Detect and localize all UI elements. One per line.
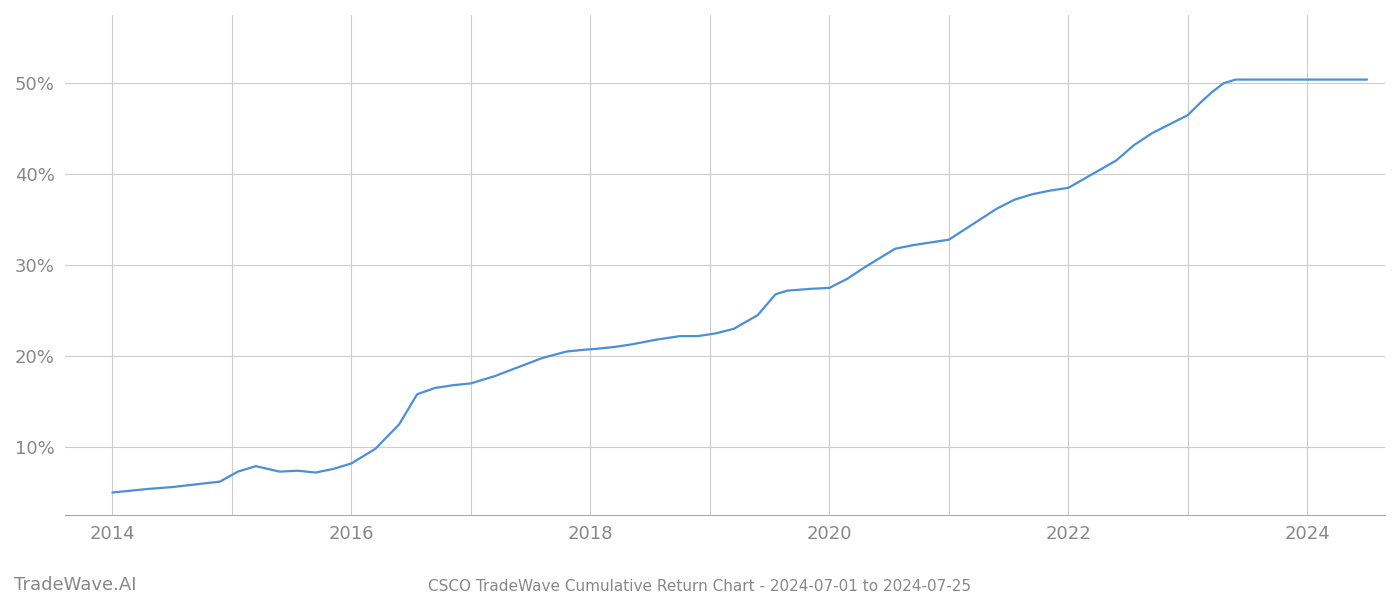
Text: CSCO TradeWave Cumulative Return Chart - 2024-07-01 to 2024-07-25: CSCO TradeWave Cumulative Return Chart -…	[428, 579, 972, 594]
Text: TradeWave.AI: TradeWave.AI	[14, 576, 137, 594]
